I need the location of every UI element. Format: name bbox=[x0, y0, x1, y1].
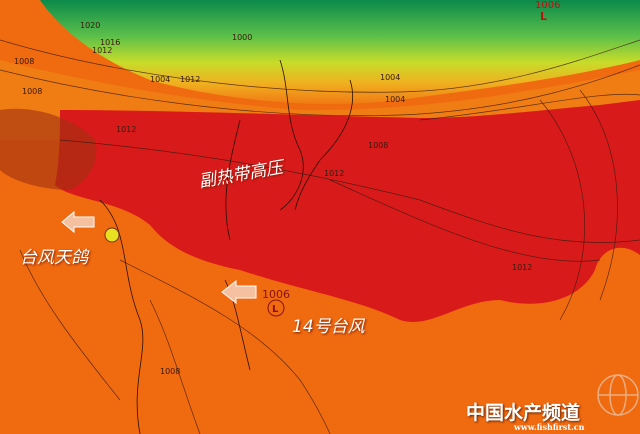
typhoon-hato-label: 台风天鸽 bbox=[20, 248, 88, 268]
low-symbol: L bbox=[272, 304, 279, 315]
isobar-label: 1012 bbox=[116, 125, 136, 134]
isobar-label: 1000 bbox=[232, 33, 252, 42]
isobar-label: 1020 bbox=[80, 21, 100, 30]
isobar-label: 1008 bbox=[160, 367, 180, 376]
isobar-label: 1004 bbox=[380, 73, 400, 82]
northern-pressure-zone bbox=[40, 0, 640, 104]
typhoon-14-pressure: 1006 bbox=[262, 288, 290, 301]
watermark-globe-icon bbox=[597, 374, 639, 416]
typhoon-14-arrow-icon bbox=[221, 279, 257, 305]
isobar-label: 1012 bbox=[180, 75, 200, 84]
dark-terrain bbox=[0, 108, 97, 190]
isobar-label: 1008 bbox=[14, 57, 34, 66]
isobar-label: 1012 bbox=[512, 263, 532, 272]
isobar-label: 1016 bbox=[100, 38, 120, 47]
top-low-value: 1006 bbox=[535, 0, 560, 11]
low-center-icon bbox=[267, 299, 285, 317]
isobar-label: 1012 bbox=[92, 46, 112, 55]
isobar-label: 1004 bbox=[150, 75, 170, 84]
isobar-label: 1008 bbox=[368, 141, 388, 150]
top-low-symbol: L bbox=[540, 10, 547, 23]
typhoon-hato-arrow-icon bbox=[61, 210, 95, 234]
isobar-label: 1012 bbox=[324, 169, 344, 178]
subtropical-high-zone bbox=[55, 100, 640, 323]
typhoon-hato-eye-icon bbox=[104, 227, 120, 243]
watermark-url: www.fishfirst.cn bbox=[514, 422, 585, 432]
isobar-label: 1008 bbox=[22, 87, 42, 96]
watermark-name: 中国水产频道 bbox=[466, 402, 581, 424]
isobar-label: 1004 bbox=[385, 95, 405, 104]
typhoon-14-label: 14号台风 bbox=[292, 317, 365, 337]
